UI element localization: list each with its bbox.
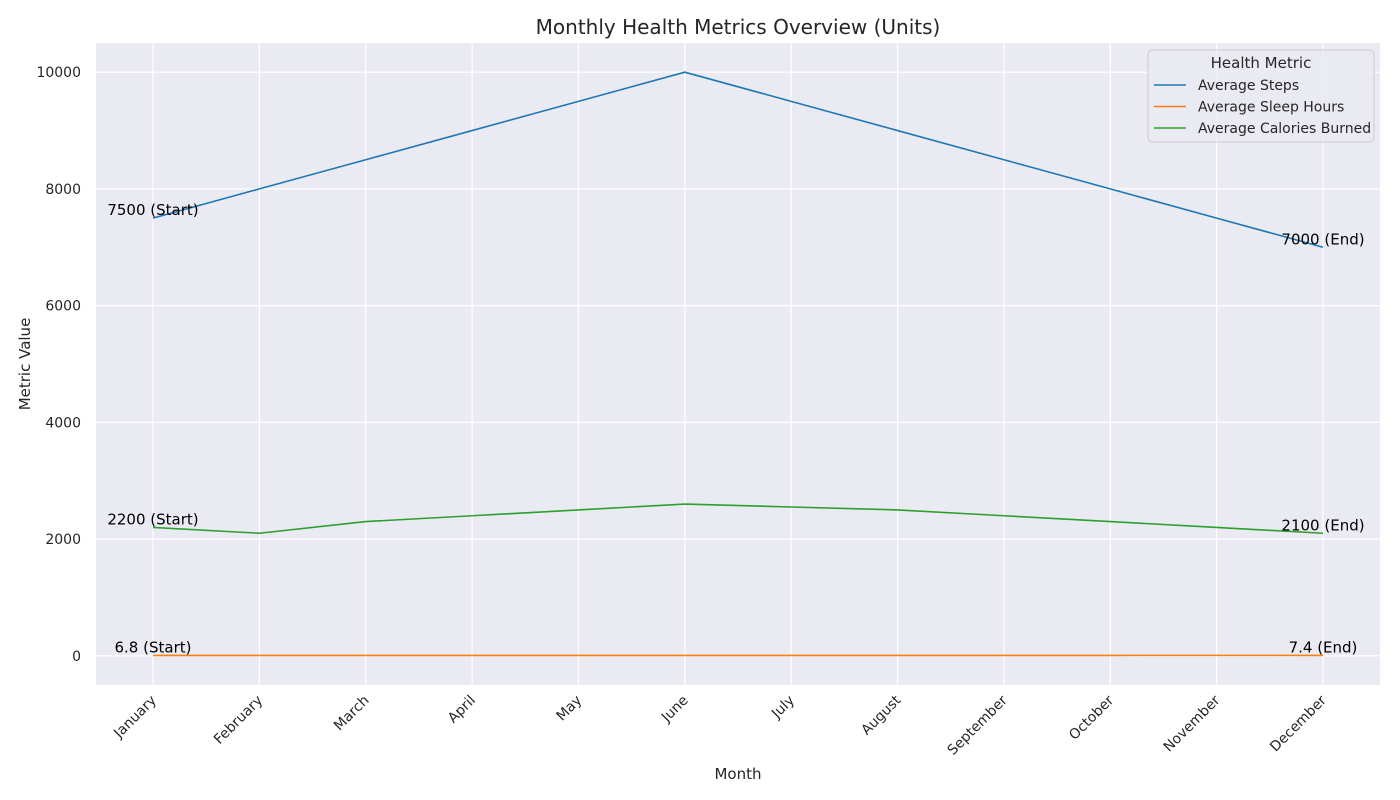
x-tick-label: August	[858, 692, 904, 738]
y-tick-labels: 0 2000 4000 6000 8000 10000	[36, 65, 81, 665]
legend-entries: Average Steps Average Sleep Hours Average …	[1154, 78, 1371, 137]
x-tick-label: February	[211, 693, 266, 748]
x-tick-label: November	[1161, 692, 1224, 755]
x-tick-label: July	[768, 693, 798, 723]
data-annotation: 7000 (End)	[1281, 230, 1364, 248]
data-annotation: 6.8 (Start)	[115, 638, 192, 656]
series-lines	[152, 71, 1324, 657]
data-annotation: 7500 (Start)	[107, 201, 198, 219]
legend-label: Average Steps	[1198, 78, 1299, 94]
x-tick-label: April	[445, 693, 479, 727]
grid-lines	[96, 43, 1380, 685]
series-line	[152, 71, 1324, 249]
y-tick-label: 2000	[45, 532, 81, 548]
legend-label: Average Calories Burned	[1198, 121, 1371, 137]
x-tick-label: June	[658, 693, 692, 727]
x-axis-title: Month	[714, 765, 761, 783]
y-tick-label: 6000	[45, 299, 81, 315]
y-tick-label: 0	[72, 649, 81, 665]
data-annotation: 2100 (End)	[1281, 516, 1364, 534]
y-tick-label: 10000	[36, 65, 81, 81]
plot-background	[96, 43, 1380, 685]
y-tick-label: 4000	[45, 415, 81, 431]
legend-label: Average Sleep Hours	[1198, 100, 1344, 116]
series-line	[152, 503, 1324, 535]
legend: Health Metric Average Steps Average Sleep…	[1147, 49, 1375, 143]
x-tick-label: October	[1066, 692, 1117, 743]
x-tick-label: March	[331, 693, 372, 734]
chart-title: Monthly Health Metrics Overview (Units)	[536, 15, 941, 39]
y-tick-label: 8000	[45, 182, 81, 198]
legend-title: Health Metric	[1211, 54, 1312, 72]
x-tick-label: September	[945, 692, 1011, 758]
legend-box	[1147, 49, 1375, 143]
annotations: 7500 (Start) 7000 (End) 6.8 (Start) 7.4 (En…	[107, 201, 1364, 656]
data-annotation: 7.4 (End)	[1289, 638, 1358, 656]
x-tick-label: December	[1267, 692, 1330, 755]
data-annotation: 2200 (Start)	[107, 510, 198, 528]
y-axis-title: Metric Value	[16, 318, 34, 411]
x-tick-label: January	[110, 693, 160, 743]
x-tick-labels: January February March April May June July Augu…	[110, 692, 1330, 758]
x-tick-label: May	[553, 693, 585, 725]
